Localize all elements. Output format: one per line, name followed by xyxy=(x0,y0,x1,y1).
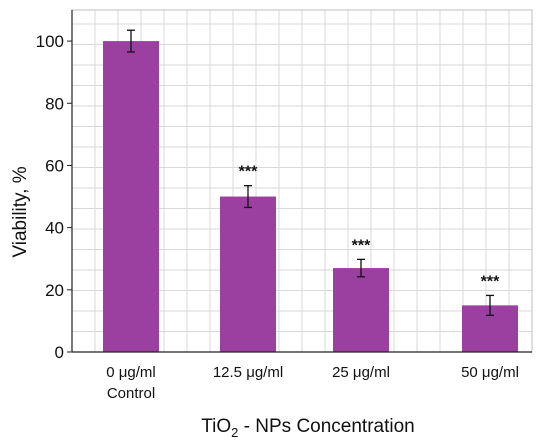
y-tick-label: 100 xyxy=(36,32,64,51)
x-tick-label: 0 μg/ml xyxy=(106,364,156,381)
x-tick-sublabel: Control xyxy=(107,385,155,402)
x-tick-label: 12.5 μg/ml xyxy=(213,364,283,381)
significance-label: *** xyxy=(352,237,371,254)
labels: 0 20 40 60 80 100 0 μg/ml Control *** 12.5 μg/ml *… xyxy=(36,32,519,402)
x-axis-title: TiO2 - NPs Concentration xyxy=(201,416,415,440)
significance-label: *** xyxy=(239,164,258,181)
significance-label: *** xyxy=(481,273,500,290)
y-tick-label: 40 xyxy=(45,219,64,238)
y-tick-label: 60 xyxy=(45,156,64,175)
x-tick-label: 25 μg/ml xyxy=(332,364,390,381)
bar xyxy=(220,196,276,352)
bar xyxy=(103,41,159,352)
error-bar xyxy=(127,29,135,53)
y-axis-title: Viability, % xyxy=(10,166,31,257)
error-bars xyxy=(127,29,494,316)
axes xyxy=(71,10,532,353)
y-tick-label: 20 xyxy=(45,281,64,300)
y-tick-label: 0 xyxy=(55,343,64,362)
error-bar xyxy=(486,294,494,316)
error-bar xyxy=(244,185,252,209)
error-bar xyxy=(357,258,365,278)
bar xyxy=(333,268,389,352)
bars xyxy=(103,41,518,352)
x-tick-label: 50 μg/ml xyxy=(461,364,519,381)
y-tick-label: 80 xyxy=(45,94,64,113)
